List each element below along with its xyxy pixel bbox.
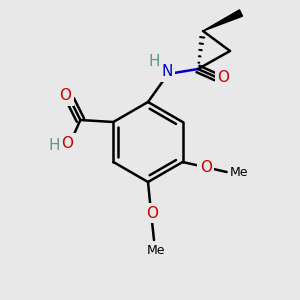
Text: Me: Me (147, 244, 165, 256)
Text: H: H (49, 137, 60, 152)
Text: Me: Me (230, 166, 248, 178)
Text: O: O (61, 136, 74, 151)
Text: O: O (200, 160, 211, 175)
Text: N: N (161, 64, 173, 80)
Text: O: O (217, 70, 229, 86)
Text: O: O (59, 88, 71, 104)
Polygon shape (203, 10, 242, 31)
Text: H: H (148, 55, 160, 70)
Text: O: O (146, 206, 158, 220)
